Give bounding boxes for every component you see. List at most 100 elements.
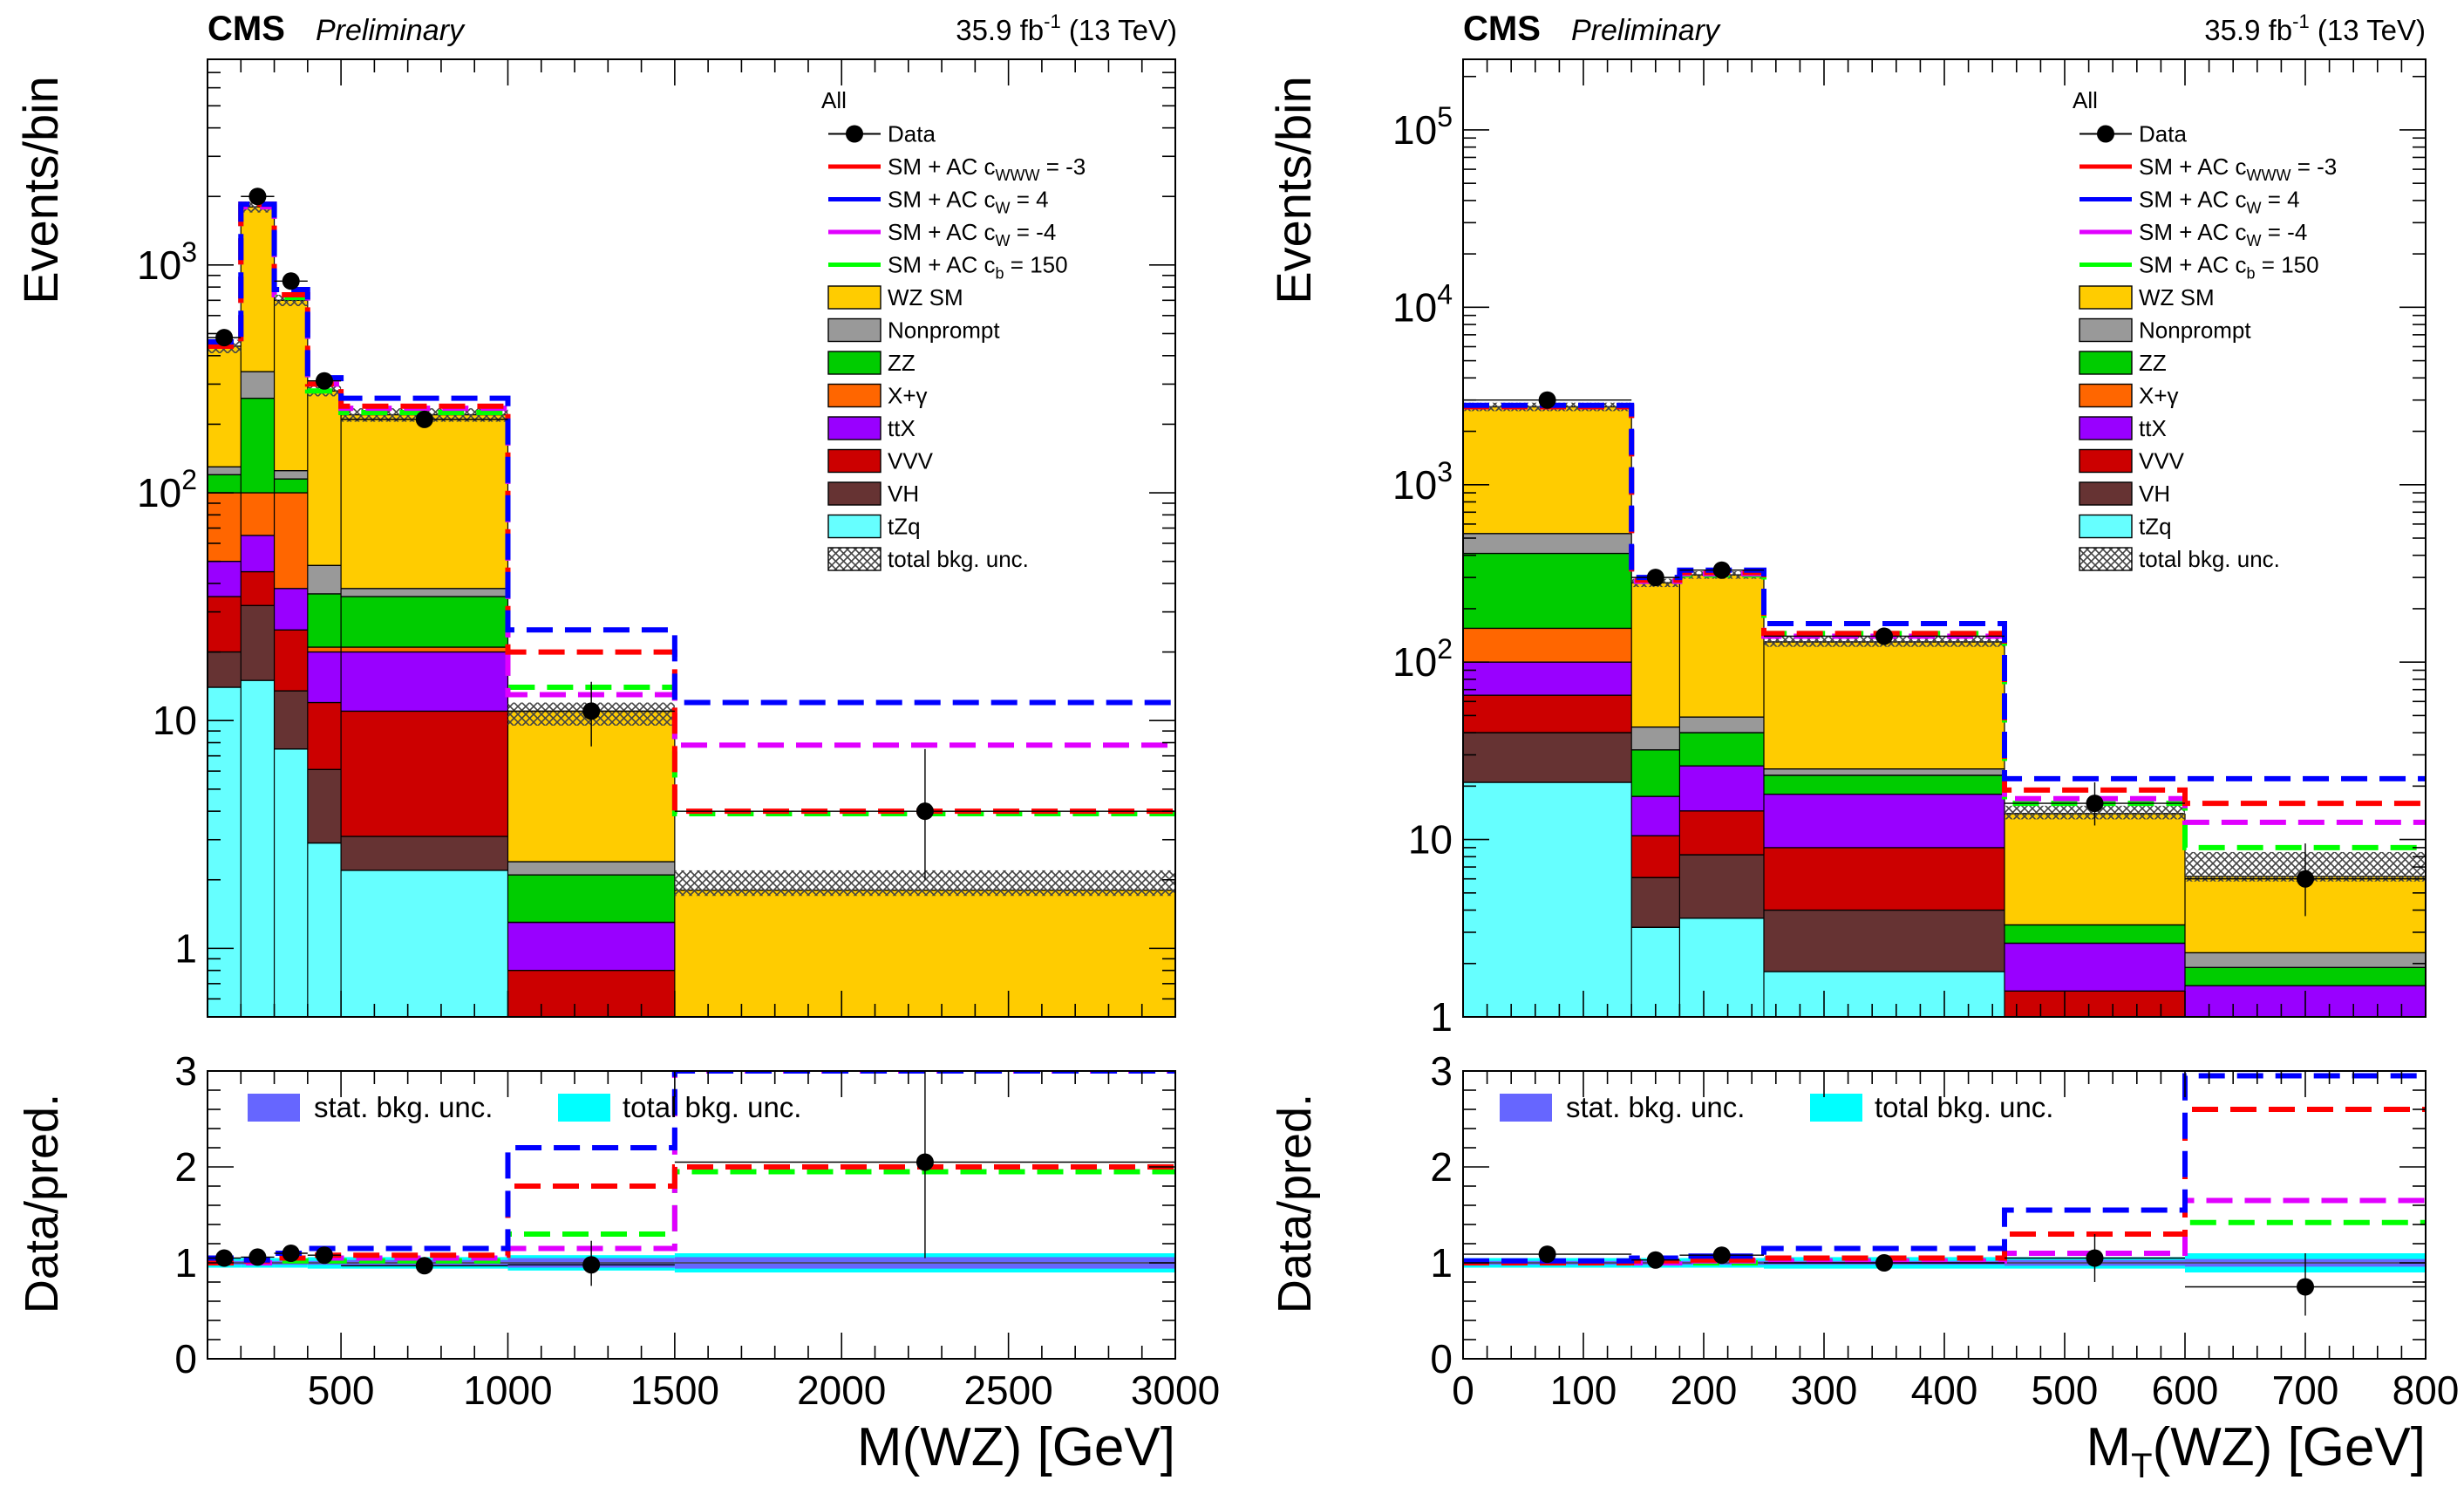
panel-1-ratio-data-point-2 — [282, 1245, 300, 1262]
panel-1-cms-label: CMS — [208, 10, 285, 48]
panel-2-xtick-label-8: 800 — [2393, 1368, 2460, 1413]
panel-1-ratio-ac-sm-ac-cwww-3 — [208, 1164, 1175, 1265]
panel-2-ytick-label-4: 104 — [1392, 278, 1453, 330]
panel-1-legend-ac-sub-3: b — [996, 265, 1004, 283]
panel-1-preliminary: Preliminary — [316, 14, 466, 47]
panel-1-bar-tzq-1 — [241, 680, 275, 1017]
panel-1-legend-label-tzq: tZq — [888, 514, 921, 540]
panel-2-legend-swatch-nonprompt — [2079, 317, 2133, 343]
panel-1-xtick-label-3: 2000 — [797, 1368, 886, 1413]
panel-1-data-point-5 — [582, 702, 601, 720]
panel-2-ytick-label-base-5: 10 — [1392, 107, 1437, 153]
panel-1-ratio-legend: stat. bkg. unc. total bkg. unc. — [248, 1091, 801, 1123]
panel-2-data-point-0 — [1538, 391, 1556, 409]
panel-2-ratio: stat. bkg. unc. total bkg. unc. 0 1 2 3 0 100 20… — [1430, 1048, 2459, 1413]
panel-2-legend-swatch-zz — [2079, 351, 2133, 375]
panel-1-data-point-1 — [248, 188, 267, 206]
panel-2-ratio-data-point-2 — [1712, 1246, 1731, 1265]
panel-1-data-point-0 — [215, 329, 234, 347]
panel-1-legend-swatch-zz — [827, 351, 881, 375]
panel-1-ytick-label-base-2: 10 — [137, 470, 181, 515]
panel-2-legend-swatch-vvv — [2079, 448, 2133, 474]
panel-2-ratio-data-point-3 — [1875, 1254, 1893, 1272]
panel-1-ratio-ytick-label-0: 0 — [174, 1336, 197, 1381]
panel-1-ylabel: Events/bin — [13, 76, 68, 304]
panel-2-xtick-label-2: 200 — [1671, 1368, 1738, 1413]
panel-1-legend-ac-sub-1: W — [996, 200, 1011, 217]
panel-2-bar-tzq-1 — [1631, 927, 1680, 1017]
panel-2-ratio-data-point-0 — [1538, 1245, 1556, 1264]
panel-1-stack — [208, 206, 1175, 1017]
panel-1-lumi: 35.9 fb-1 (13 TeV) — [956, 10, 1177, 46]
panel-2-ratio-content — [1463, 1073, 2426, 1316]
panel-2-ratio-ytick-label-0: 0 — [1430, 1336, 1453, 1381]
panel-2-ytick-label-exp-4: 4 — [1437, 278, 1453, 310]
panel-2-legend-ac-sub-0: WWW — [2247, 167, 2291, 184]
panel-2-legend-data-marker — [2097, 125, 2114, 143]
panel-1-ratio-data-point-5 — [582, 1256, 601, 1274]
panel-1-main-frame — [207, 58, 1176, 1018]
panel-2-ytick-label-base-4: 10 — [1392, 284, 1437, 330]
panel-2-legend-ac-label-0: SM + AC cWWW = -3 — [2139, 153, 2337, 184]
panel-1-ratio-data-point-0 — [215, 1249, 234, 1267]
panel-2-legend-label-ttx: ttX — [2139, 415, 2167, 441]
panel-1-bar-tzq-4 — [341, 870, 508, 1017]
panel-2-legend-ac-label-3: SM + AC cb = 150 — [2139, 252, 2319, 283]
panel-2-lumi: 35.9 fb-1 (13 TeV) — [2204, 10, 2426, 46]
panel-2-legend-ac-sub-1: W — [2247, 200, 2262, 217]
panel-1-legend-swatch-nonprompt — [827, 317, 881, 343]
panel-2-legend-swatch-ttx — [2079, 416, 2133, 440]
panel-2-legend-ac-pre-0: SM + AC c — [2139, 153, 2247, 180]
panel-1-legend-label-vh: VH — [888, 481, 919, 507]
panel-2-ytick-label-5: 105 — [1392, 101, 1453, 153]
panel-2-bar-tzq-2 — [1679, 917, 1764, 1017]
panel-2-legend-ac-post-3: = 150 — [2256, 252, 2319, 278]
panel-2-legend-swatch-tzq — [2079, 514, 2133, 539]
panel-2-legend-ac-sub-2: W — [2247, 232, 2262, 249]
panel-2: CMS Preliminary 35.9 fb-1 (13 TeV) Event… — [1266, 10, 2426, 1485]
panel-2-legend-label-vh: VH — [2139, 481, 2170, 507]
panel-1-legend-data-label: Data — [888, 121, 936, 147]
panel-1-xtick-label-2: 1500 — [630, 1368, 719, 1413]
panel-2-ytick-label-exp-2: 2 — [1437, 633, 1453, 665]
panel-2-cms-label: CMS — [1463, 10, 1541, 48]
panel-1-ytick-label-exp-2: 2 — [181, 464, 197, 495]
panel-2-ratio-legend-stat-label: stat. bkg. unc. — [1566, 1091, 1745, 1123]
panel-2-ratio-ytick-label-2: 2 — [1430, 1144, 1453, 1190]
panel-2-legend-ac-sub-3: b — [2247, 265, 2256, 283]
panel-1-ratio-data-point-6 — [915, 1153, 934, 1171]
panel-2-ytick-label-1: 10 — [1408, 817, 1453, 863]
panel-1-ytick-label-3: 103 — [137, 236, 197, 288]
panel-1-legend-label-x: X+γ — [888, 383, 928, 409]
panel-1-legend-ac-post-0: = -3 — [1040, 153, 1086, 180]
panel-1-legend-swatch-x — [827, 383, 881, 408]
panel-2-xtick-label-0: 0 — [1452, 1368, 1474, 1413]
panel-2-legend-ac-post-1: = 4 — [2262, 187, 2300, 213]
panel-1-legend-ac-pre-1: SM + AC c — [888, 187, 996, 213]
panel-2-legend-unc-swatch — [2079, 547, 2133, 571]
panel-1-ytick-label-0: 1 — [174, 925, 197, 971]
panel-1-legend-ac-sub-0: WWW — [996, 167, 1040, 184]
panel-2-ratio-ytick-label-1: 1 — [1430, 1240, 1453, 1286]
panel-2-data-point-4 — [2086, 795, 2104, 813]
panel-2-data-point-1 — [1646, 569, 1664, 587]
panel-1-legend-ac-label-3: SM + AC cb = 150 — [888, 252, 1068, 283]
panel-1-legend-ac-post-1: = 4 — [1011, 187, 1049, 213]
panel-1-bar-tzq-0 — [208, 687, 242, 1017]
panel-2-ytick-label-exp-5: 5 — [1437, 101, 1453, 133]
panel-2-ytick-label-base-3: 10 — [1392, 462, 1437, 508]
panel-1-legend-ac-label-1: SM + AC cW = 4 — [888, 187, 1049, 217]
panel-1-legend-label-nonprompt: Nonprompt — [888, 317, 1000, 344]
panel-1-ytick-label-base-3: 10 — [137, 242, 181, 288]
panel-1-legend-data-marker — [846, 125, 863, 143]
panel-1-ratio-ac-sm-ac-cw-4 — [208, 1071, 1175, 1263]
panel-1-ratio-legend-stat-swatch — [248, 1094, 300, 1122]
panel-2-ytick-label-3: 103 — [1392, 456, 1453, 508]
panel-1-legend-swatch-vvv — [827, 448, 881, 474]
panel-1-data-point-2 — [282, 272, 300, 290]
panel-2-ratio-legend: stat. bkg. unc. total bkg. unc. — [1500, 1091, 2053, 1123]
